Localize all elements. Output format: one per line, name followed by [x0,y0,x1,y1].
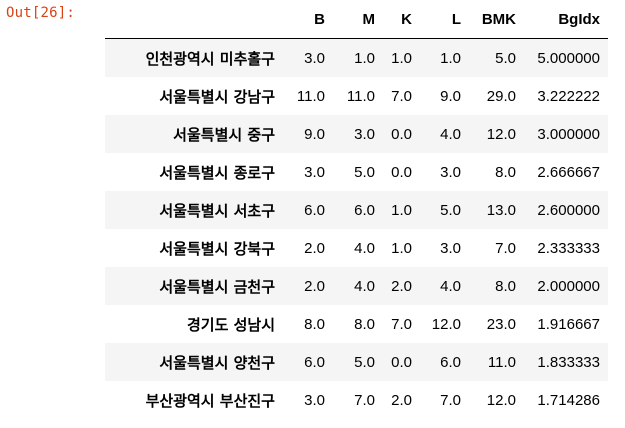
cell-l: 5.0 [440,201,461,219]
cell-k: 2.0 [391,391,412,409]
cell-b: 3.0 [304,49,325,67]
cell-m: 1.0 [354,49,375,67]
row-index-label: 경기도 성남시 [186,315,275,334]
cell-bgidx: 3.000000 [537,125,600,143]
cell-b: 9.0 [304,125,325,143]
cell-m: 3.0 [354,125,375,143]
cell-k: 1.0 [391,201,412,219]
table-row: 서울특별시 중구 9.0 3.0 0.0 4.0 12.0 3.000000 [105,115,608,153]
cell-bgidx: 1.916667 [537,315,600,333]
cell-k: 7.0 [391,315,412,333]
cell-l: 12.0 [431,315,461,333]
cell-b: 3.0 [304,391,325,409]
table-body: 인천광역시 미추홀구 3.0 1.0 1.0 1.0 5.0 5.000000 서울특별시 강… [105,38,608,419]
cell-m: 4.0 [354,277,375,295]
cell-k: 2.0 [391,277,412,295]
table-row: 서울특별시 강북구 2.0 4.0 1.0 3.0 7.0 2.333333 [105,229,608,267]
cell-bmk: 12.0 [486,125,516,143]
cell-bgidx: 2.000000 [537,277,600,295]
cell-b: 2.0 [304,239,325,257]
column-header-b: B [285,0,325,39]
cell-l: 1.0 [440,49,461,67]
cell-l: 7.0 [440,391,461,409]
cell-l: 6.0 [440,353,461,371]
cell-m: 6.0 [354,201,375,219]
table-row: 서울특별시 금천구 2.0 4.0 2.0 4.0 8.0 2.000000 [105,267,608,305]
table-row: 서울특별시 양천구 6.0 5.0 0.0 6.0 11.0 1.833333 [105,343,608,381]
row-index-label: 서울특별시 금천구 [159,277,275,296]
table-row: 서울특별시 강남구 11.0 11.0 7.0 9.0 29.0 3.222222 [105,77,608,115]
row-index-label: 서울특별시 중구 [173,125,275,144]
cell-l: 3.0 [440,163,461,181]
row-index-label: 서울특별시 양천구 [159,353,275,372]
table-header: B M K L BMK BgIdx [105,0,608,39]
row-index-label: 서울특별시 강북구 [159,239,275,258]
cell-bmk: 7.0 [495,239,516,257]
cell-bgidx: 1.833333 [537,353,600,371]
cell-l: 4.0 [440,125,461,143]
cell-k: 7.0 [391,87,412,105]
cell-bmk: 8.0 [495,163,516,181]
row-index-label: 인천광역시 미추홀구 [145,49,275,68]
row-index-label: 서울특별시 강남구 [159,87,275,106]
cell-b: 3.0 [304,163,325,181]
index-header [105,0,285,39]
table-row: 경기도 성남시 8.0 8.0 7.0 12.0 23.0 1.916667 [105,305,608,343]
cell-b: 6.0 [304,353,325,371]
cell-k: 0.0 [391,353,412,371]
cell-b: 2.0 [304,277,325,295]
table-row: 인천광역시 미추홀구 3.0 1.0 1.0 1.0 5.0 5.000000 [105,38,608,77]
column-header-bgidx: BgIdx [516,0,608,39]
cell-m: 11.0 [346,87,375,105]
dataframe-table: B M K L BMK BgIdx 인천광역시 미추홀구 3.0 1.0 1.0 1.0… [105,0,608,419]
table-row: 서울특별시 서초구 6.0 6.0 1.0 5.0 13.0 2.600000 [105,191,608,229]
cell-bgidx: 2.333333 [537,239,600,257]
cell-bmk: 29.0 [486,87,516,105]
column-header-bmk: BMK [461,0,516,39]
cell-k: 0.0 [391,163,412,181]
column-header-k: K [375,0,412,39]
table-row: 부산광역시 부산진구 3.0 7.0 2.0 7.0 12.0 1.714286 [105,381,608,419]
cell-m: 7.0 [354,391,375,409]
cell-bmk: 11.0 [487,353,516,371]
cell-bmk: 5.0 [495,49,516,67]
cell-k: 0.0 [391,125,412,143]
cell-m: 5.0 [354,163,375,181]
output-prompt: Out[26]: [6,5,76,21]
cell-bgidx: 1.714286 [537,391,600,409]
row-index-label: 부산광역시 부산진구 [145,391,275,410]
cell-b: 8.0 [304,315,325,333]
cell-bmk: 12.0 [486,391,516,409]
cell-bgidx: 5.000000 [537,49,600,67]
cell-bgidx: 2.666667 [537,163,600,181]
cell-b: 11.0 [296,87,325,105]
cell-k: 1.0 [391,239,412,257]
cell-bmk: 23.0 [486,315,516,333]
header-row: B M K L BMK BgIdx [105,0,608,39]
cell-bmk: 13.0 [486,201,516,219]
cell-b: 6.0 [304,201,325,219]
column-header-l: L [412,0,461,39]
table-row: 서울특별시 종로구 3.0 5.0 0.0 3.0 8.0 2.666667 [105,153,608,191]
row-index-label: 서울특별시 종로구 [159,163,275,182]
cell-m: 8.0 [354,315,375,333]
cell-l: 3.0 [440,239,461,257]
cell-l: 4.0 [440,277,461,295]
cell-bmk: 8.0 [495,277,516,295]
cell-m: 4.0 [354,239,375,257]
column-header-m: M [325,0,375,39]
cell-m: 5.0 [354,353,375,371]
row-index-label: 서울특별시 서초구 [159,201,275,220]
cell-l: 9.0 [440,87,461,105]
cell-bgidx: 2.600000 [537,201,600,219]
cell-k: 1.0 [391,49,412,67]
cell-bgidx: 3.222222 [537,87,600,105]
